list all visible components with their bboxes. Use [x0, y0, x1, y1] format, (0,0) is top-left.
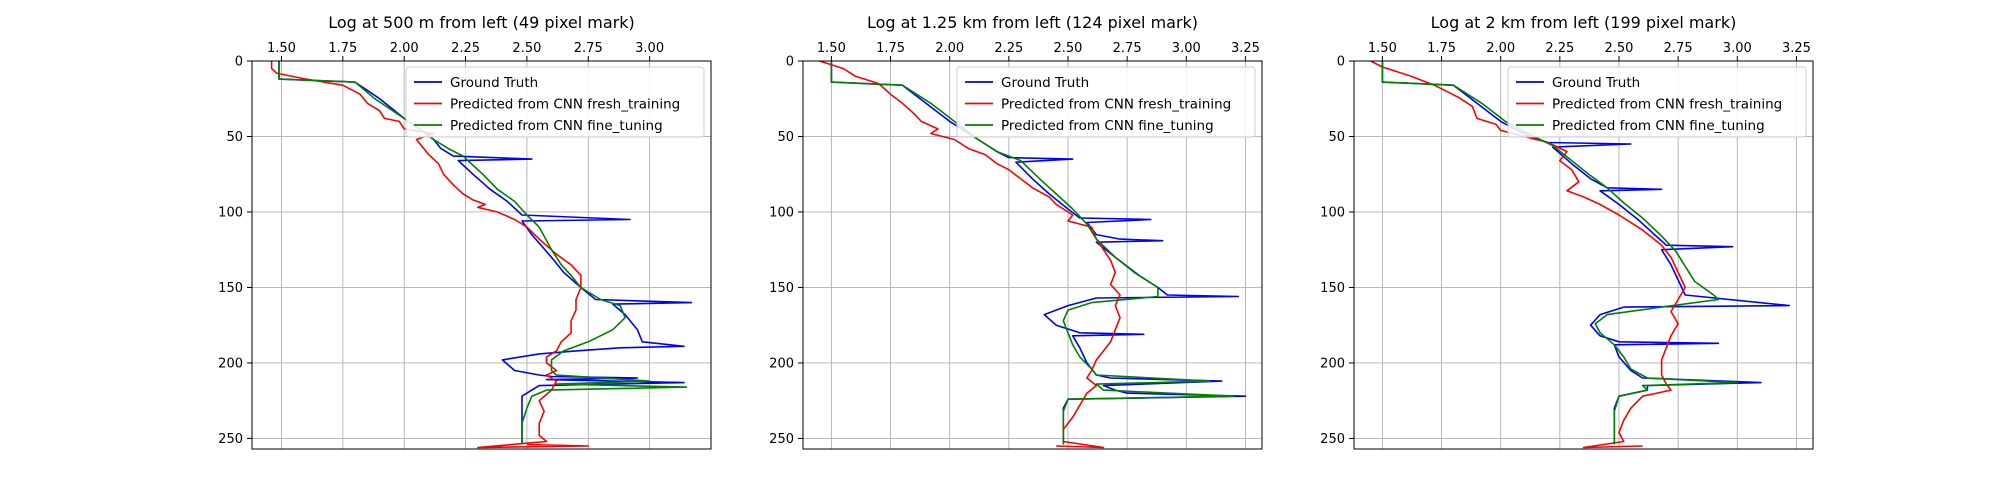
x-tick-label: 1.75 [876, 41, 905, 56]
subplot-2: Log at 1.25 km from left (124 pixel mark… [769, 13, 1263, 450]
x-tick-label: 2.50 [1054, 41, 1083, 56]
series-line-3 [830, 61, 1235, 445]
series-line-2 [270, 61, 590, 449]
plot-frame [1353, 60, 1814, 450]
x-tick-label: 2.75 [1664, 41, 1693, 56]
y-tick-label: 50 [226, 130, 243, 145]
series-line-1 [278, 61, 693, 445]
x-tick-label: 2.25 [1545, 41, 1574, 56]
x-tick-label: 2.25 [994, 41, 1023, 56]
x-tick-label: 3.00 [635, 41, 664, 56]
x-tick-label: 2.25 [451, 41, 480, 56]
legend-label: Ground Truth [1552, 75, 1640, 91]
y-tick-label: 0 [786, 55, 794, 70]
legend-label: Predicted from CNN fine_tuning [450, 118, 663, 134]
legend-frame [1507, 66, 1807, 138]
x-tick-label: 3.25 [1231, 41, 1260, 56]
x-tick-label: 1.75 [328, 41, 357, 56]
series-line-3 [278, 61, 688, 445]
x-tick-label: 1.50 [817, 41, 846, 56]
subplot-1: Log at 500 m from left (49 pixel mark) 1… [218, 13, 712, 450]
chart-title: Log at 1.25 km from left (124 pixel mark… [867, 13, 1198, 32]
x-tick-label: 2.75 [574, 41, 603, 56]
legend-label: Predicted from CNN fine_tuning [1552, 118, 1765, 134]
legend-frame [956, 66, 1256, 138]
legend: Ground Truth Predicted from CNN fresh_tra… [1507, 66, 1807, 138]
y-tick-label: 100 [218, 205, 243, 220]
y-tick-label: 200 [769, 356, 794, 371]
x-tick-label: 3.25 [1782, 41, 1811, 56]
subplot-3: Log at 2 km from left (199 pixel mark) 1… [1320, 13, 1814, 450]
plot-frame [802, 60, 1263, 450]
x-tick-label: 1.50 [1368, 41, 1397, 56]
y-tick-label: 0 [1337, 55, 1345, 70]
y-tick-label: 0 [235, 55, 243, 70]
y-tick-label: 50 [777, 130, 794, 145]
series-line-3 [1381, 61, 1739, 445]
y-tick-label: 150 [218, 281, 243, 296]
x-tick-label: 2.00 [1486, 41, 1515, 56]
x-tick-label: 3.00 [1172, 41, 1201, 56]
legend-label: Ground Truth [450, 75, 538, 91]
y-tick-label: 150 [1320, 281, 1345, 296]
x-tick-label: 2.50 [512, 41, 541, 56]
chart-title: Log at 2 km from left (199 pixel mark) [1431, 13, 1737, 32]
x-tick-label: 2.00 [390, 41, 419, 56]
legend-label: Predicted from CNN fine_tuning [1001, 118, 1214, 134]
legend-label: Ground Truth [1001, 75, 1089, 91]
series-line-2 [1370, 61, 1686, 449]
y-tick-label: 200 [1320, 356, 1345, 371]
x-tick-label: 2.75 [1113, 41, 1142, 56]
y-tick-label: 150 [769, 281, 794, 296]
y-tick-label: 250 [1320, 432, 1345, 447]
legend-label: Predicted from CNN fresh_training [1552, 97, 1782, 113]
legend: Ground Truth Predicted from CNN fresh_tra… [956, 66, 1256, 138]
y-tick-label: 250 [769, 432, 794, 447]
y-tick-label: 250 [218, 432, 243, 447]
x-tick-label: 1.50 [267, 41, 296, 56]
series-line-2 [819, 61, 1121, 449]
plot-frame [251, 60, 712, 450]
x-tick-label: 2.50 [1605, 41, 1634, 56]
legend-label: Predicted from CNN fresh_training [1001, 97, 1231, 113]
x-tick-label: 2.00 [935, 41, 964, 56]
x-tick-label: 1.75 [1427, 41, 1456, 56]
legend-frame [405, 66, 705, 138]
chart-title: Log at 500 m from left (49 pixel mark) [328, 13, 635, 32]
y-tick-label: 50 [1328, 130, 1345, 145]
x-tick-label: 3.00 [1723, 41, 1752, 56]
legend: Ground Truth Predicted from CNN fresh_tra… [405, 66, 705, 138]
y-tick-label: 200 [218, 356, 243, 371]
y-tick-label: 100 [769, 205, 794, 220]
y-tick-label: 100 [1320, 205, 1345, 220]
legend-label: Predicted from CNN fresh_training [450, 97, 680, 113]
